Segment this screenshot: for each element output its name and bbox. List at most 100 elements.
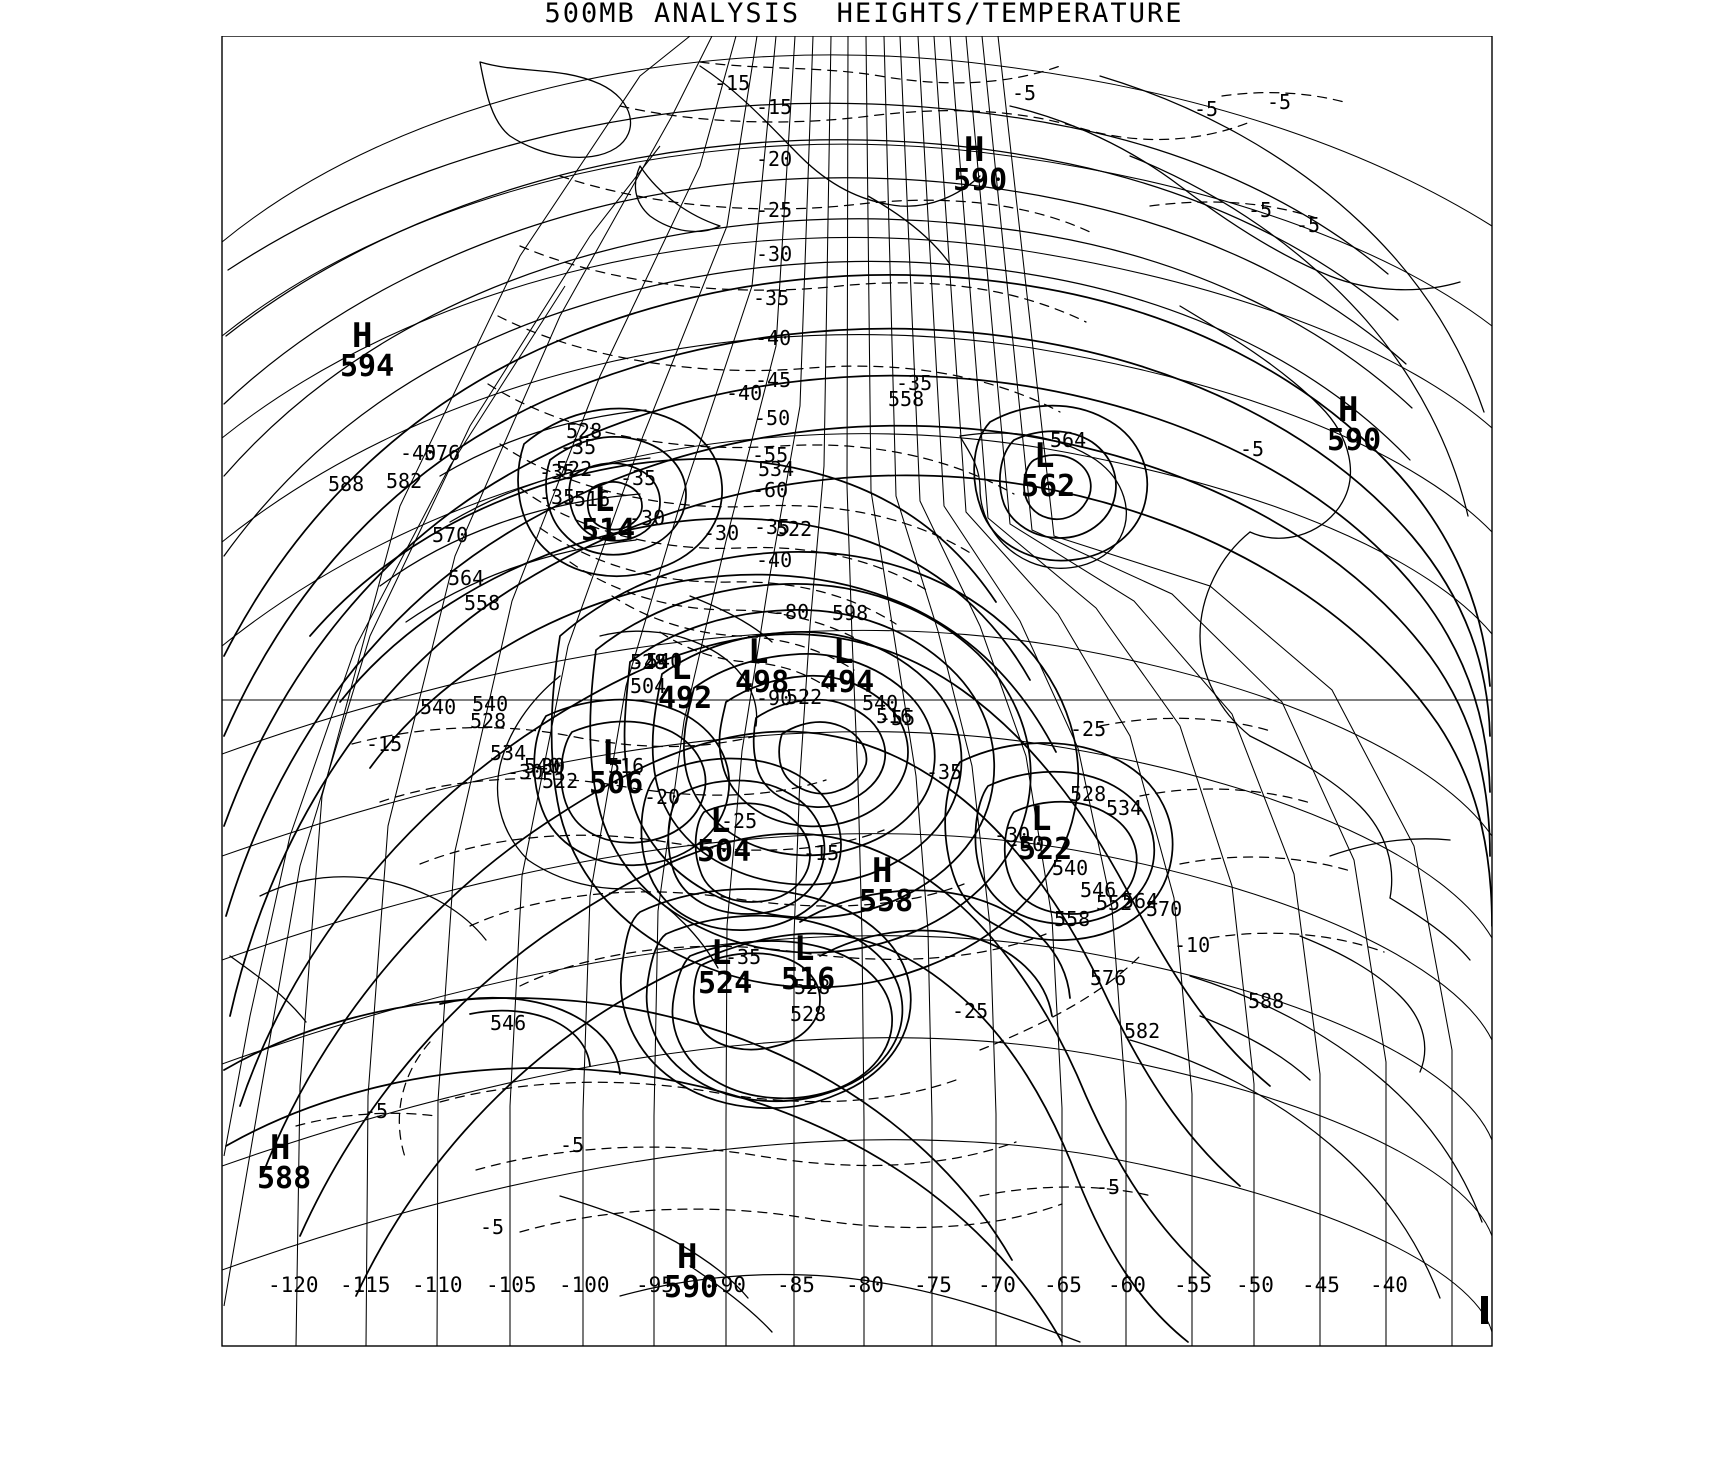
svg-text:-10: -10 <box>1174 933 1210 957</box>
svg-text:-5: -5 <box>1248 198 1272 222</box>
svg-text:-40: -40 <box>1370 1273 1408 1297</box>
svg-text:-15: -15 <box>756 95 792 119</box>
svg-text:540: 540 <box>420 695 456 719</box>
svg-text:528: 528 <box>566 419 602 443</box>
svg-text:558: 558 <box>859 884 913 919</box>
svg-text:564: 564 <box>1050 428 1086 452</box>
svg-text:L: L <box>794 929 814 969</box>
svg-text:590: 590 <box>664 1270 718 1305</box>
svg-text:516: 516 <box>574 487 610 511</box>
svg-text:562: 562 <box>1021 469 1075 504</box>
svg-text:528: 528 <box>790 1002 826 1026</box>
svg-text:494: 494 <box>820 665 874 700</box>
svg-text:-5: -5 <box>560 1133 584 1157</box>
svg-text:L: L <box>833 632 853 672</box>
svg-text:-40: -40 <box>755 326 791 350</box>
svg-text:-40: -40 <box>756 548 792 572</box>
svg-text:528: 528 <box>630 650 666 674</box>
svg-text:H: H <box>270 1128 290 1168</box>
svg-text:522: 522 <box>556 457 592 481</box>
svg-text:-5: -5 <box>364 1099 388 1123</box>
height-contours <box>223 274 1492 1343</box>
svg-text:-55: -55 <box>752 443 788 467</box>
svg-text:528: 528 <box>470 709 506 733</box>
svg-text:582: 582 <box>1124 1019 1160 1043</box>
svg-text:540: 540 <box>862 691 898 715</box>
svg-text:-5: -5 <box>1096 1175 1120 1199</box>
svg-text:-75: -75 <box>914 1273 952 1297</box>
svg-text:576: 576 <box>424 441 460 465</box>
svg-text:-5: -5 <box>1012 81 1036 105</box>
svg-text:-25: -25 <box>1070 717 1106 741</box>
longitude-labels: -120 -115 -110 -105 -100 -95 -90 -85 -80 -75 … <box>268 1273 1408 1297</box>
svg-text:L: L <box>602 733 622 773</box>
svg-text:-25: -25 <box>721 809 757 833</box>
svg-text:534: 534 <box>1106 796 1142 820</box>
svg-text:-30: -30 <box>529 754 565 778</box>
svg-text:-20: -20 <box>756 147 792 171</box>
svg-text:-30: -30 <box>629 506 665 530</box>
svg-text:-35: -35 <box>753 286 789 310</box>
svg-text:-5: -5 <box>1267 90 1291 114</box>
svg-text:-55: -55 <box>1174 1273 1212 1297</box>
svg-text:H: H <box>677 1237 697 1277</box>
svg-text:-50: -50 <box>1236 1273 1274 1297</box>
svg-text:-50: -50 <box>1008 832 1044 856</box>
svg-text:558: 558 <box>464 591 500 615</box>
svg-text:-60: -60 <box>752 478 788 502</box>
svg-text:L: L <box>710 801 730 841</box>
svg-text:-65: -65 <box>1044 1273 1082 1297</box>
svg-text:-90: -90 <box>708 1273 746 1297</box>
page-title: 500MB ANALYSIS HEIGHTS/TEMPERATURE <box>544 0 1184 29</box>
svg-text:-30: -30 <box>994 823 1030 847</box>
svg-text:-45: -45 <box>1302 1273 1340 1297</box>
svg-text:H: H <box>352 316 372 356</box>
svg-text:-35: -35 <box>754 515 790 539</box>
svg-text:590: 590 <box>953 163 1007 198</box>
svg-text:-35: -35 <box>620 466 656 490</box>
svg-text:540: 540 <box>472 692 508 716</box>
svg-text:-25: -25 <box>952 999 988 1023</box>
svg-text:598: 598 <box>832 601 868 625</box>
svg-text:570: 570 <box>432 523 468 547</box>
svg-text:-90: -90 <box>756 686 792 710</box>
svg-text:516: 516 <box>876 704 912 728</box>
svg-text:-35: -35 <box>725 945 761 969</box>
svg-text:516: 516 <box>608 754 644 778</box>
svg-text:504: 504 <box>630 674 666 698</box>
svg-text:498: 498 <box>735 665 789 700</box>
svg-text:H: H <box>964 130 984 170</box>
map-frame <box>221 36 1493 1347</box>
svg-text:576: 576 <box>1090 966 1126 990</box>
svg-text:582: 582 <box>386 469 422 493</box>
svg-text:558: 558 <box>1054 907 1090 931</box>
temperature-contour-labels: -15-15 -20-25 -30-35 -40-45 -40-50 -55-6… <box>364 71 1320 1239</box>
svg-text:524: 524 <box>698 966 752 1001</box>
svg-text:-30: -30 <box>756 242 792 266</box>
svg-text:-70: -70 <box>978 1273 1016 1297</box>
svg-text:558: 558 <box>888 387 924 411</box>
svg-text:H: H <box>1338 390 1358 430</box>
svg-text:-110: -110 <box>412 1273 463 1297</box>
svg-text:L: L <box>1034 436 1054 476</box>
svg-text:528: 528 <box>794 975 830 999</box>
svg-text:492: 492 <box>658 681 712 716</box>
svg-text:-5: -5 <box>1240 437 1264 461</box>
svg-text:522: 522 <box>776 517 812 541</box>
svg-text:-60: -60 <box>1108 1273 1146 1297</box>
svg-text:534: 534 <box>758 457 794 481</box>
svg-text:-95: -95 <box>636 1273 674 1297</box>
svg-text:-50: -50 <box>754 406 790 430</box>
svg-text:-115: -115 <box>340 1273 391 1297</box>
svg-text:-55: -55 <box>879 706 915 730</box>
height-contours-secondary <box>223 75 1485 1343</box>
